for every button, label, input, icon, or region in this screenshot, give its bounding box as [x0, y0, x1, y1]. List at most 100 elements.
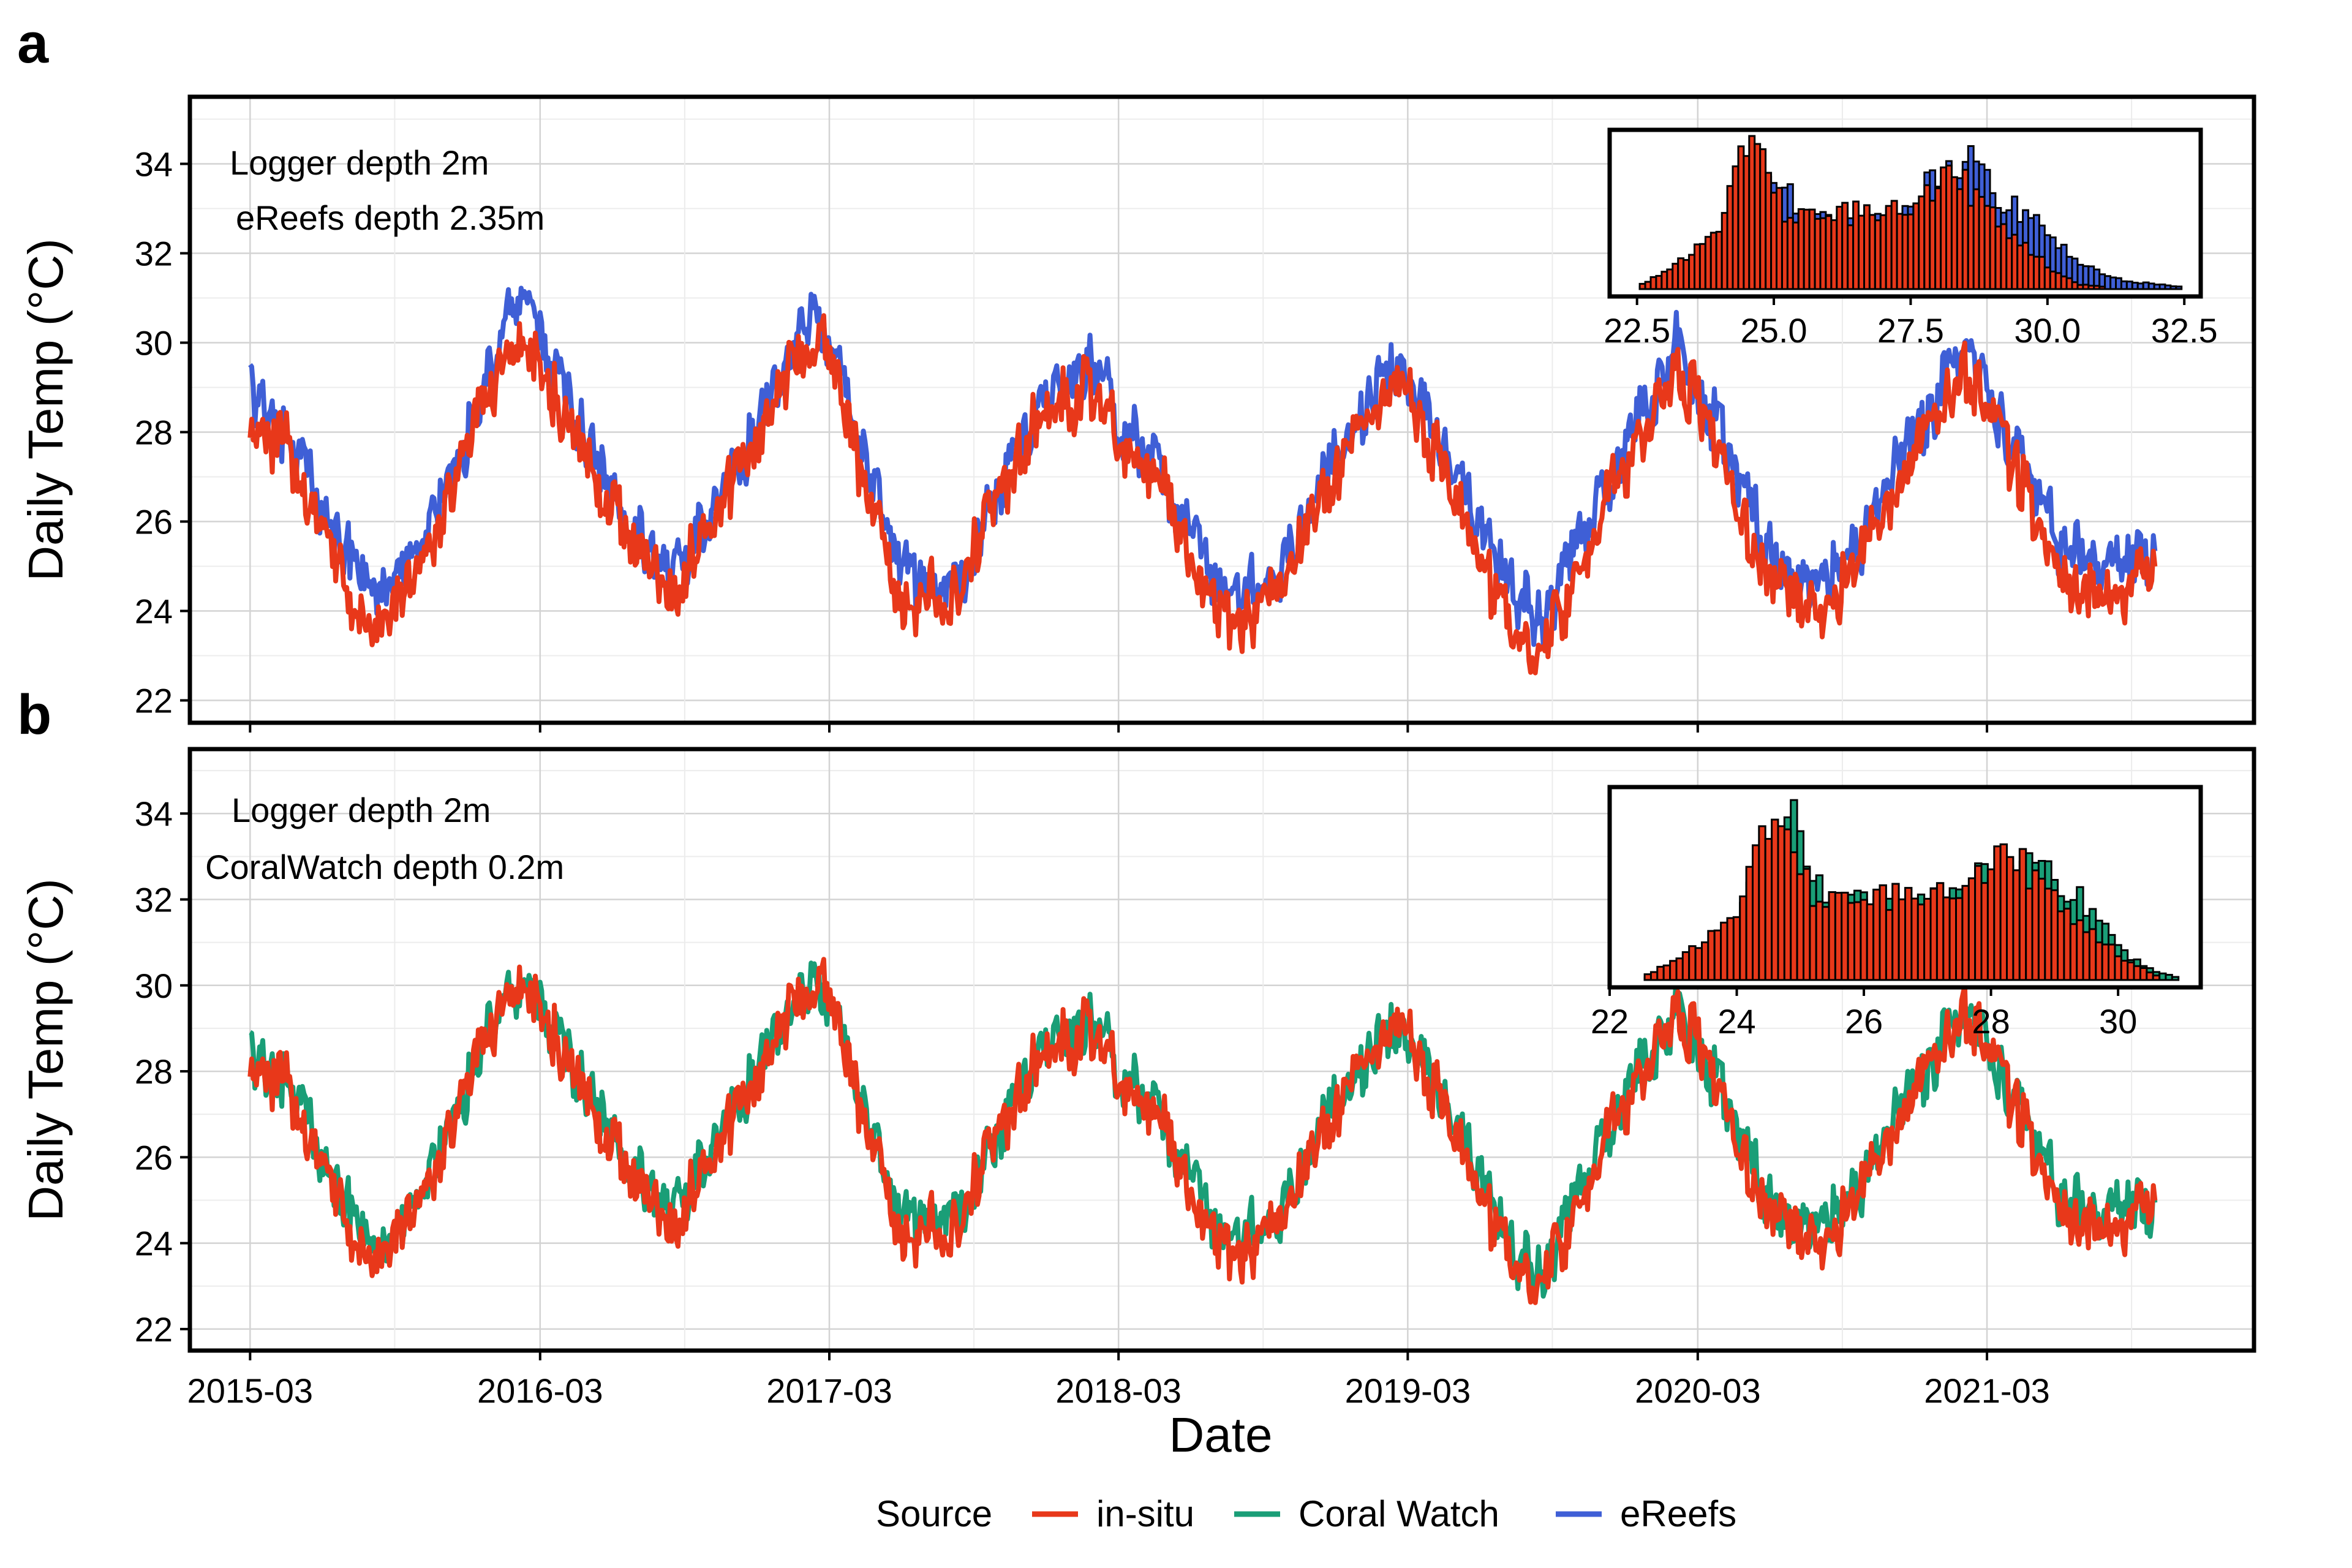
- histogram-bar: [2031, 869, 2040, 981]
- histogram-bar: [1841, 891, 1849, 981]
- y-tick-label: 26: [135, 503, 173, 541]
- histogram-bar: [2088, 928, 2097, 981]
- panel-b-frame: [187, 747, 2256, 1353]
- series-line-ereefs: [248, 285, 2158, 647]
- y-tick-label: 24: [135, 1224, 173, 1263]
- legend-label-in-situ: in-situ: [1096, 1493, 1194, 1534]
- histogram-bar: [1662, 964, 1672, 981]
- histogram-bar: [2152, 974, 2161, 981]
- histogram-bar: [1681, 951, 1691, 981]
- x-axis-title: Date: [1169, 1408, 1273, 1462]
- y-tick-label: 26: [135, 1138, 173, 1177]
- panel-b-axes: 22 24 26 28 30 32 34 2015-03 2016-03 2017-03 2018-…: [135, 794, 2050, 1410]
- histogram-bar: [2120, 960, 2129, 981]
- inset-x-tick-label: 27.5: [1877, 311, 1944, 350]
- histogram-bar: [1999, 843, 2008, 981]
- histogram-bar: [1739, 895, 1747, 981]
- histogram-bar: [1853, 901, 1862, 981]
- y-tick-label: 28: [135, 413, 173, 452]
- x-tick-label: 2021-03: [1924, 1371, 2050, 1410]
- histogram-bar: [2146, 971, 2154, 981]
- y-tick-label: 28: [135, 1052, 173, 1091]
- histogram-bar: [1948, 897, 1958, 981]
- histogram-bar: [1790, 851, 1798, 981]
- histogram-bar: [1783, 828, 1792, 981]
- histogram-bar: [2057, 910, 2065, 981]
- panel-b-letter: b: [17, 684, 51, 746]
- panel-a-frame: [187, 94, 2256, 725]
- legend-title: Source: [876, 1493, 992, 1534]
- histogram-bar: [2165, 974, 2173, 981]
- inset-x-tick-label: 25.0: [1741, 311, 1807, 350]
- histogram-bar: [1891, 883, 1900, 981]
- histogram-bar: [1986, 868, 1996, 981]
- histogram-bar: [1961, 884, 1970, 981]
- panel-a-annotation-logger: Logger depth 2m: [230, 143, 489, 182]
- histogram-bar: [1713, 929, 1722, 981]
- histogram-bar: [1955, 897, 1964, 981]
- histogram-bar: [1656, 965, 1665, 981]
- x-tick-label: 2019-03: [1345, 1371, 1471, 1410]
- histogram-bar: [1707, 930, 1716, 981]
- y-tick-label: 34: [135, 145, 173, 184]
- panel-a-annotation-model: eReefs depth 2.35m: [236, 198, 545, 237]
- histogram-bar: [2171, 976, 2180, 981]
- histogram-bar: [1879, 884, 1887, 981]
- histogram-bar: [1910, 897, 1919, 981]
- y-tick-label: 30: [135, 324, 173, 363]
- inset-x-tick-label: 26: [1845, 1002, 1883, 1041]
- panel-b-series: [247, 957, 2158, 1305]
- histogram-bar: [1815, 900, 1824, 981]
- inset-frame: [1607, 785, 2203, 990]
- panel-b: b 22 24 26 28 30 32 34 2015-03 2016-03 2017-03 201…: [17, 684, 2256, 1410]
- y-tick-label: 24: [135, 592, 173, 631]
- y-tick-label: 32: [135, 235, 173, 273]
- inset-series-in-situ: [1638, 135, 2106, 290]
- histogram-bar: [1974, 865, 1983, 981]
- inset-x-tick-label: 32.5: [2151, 311, 2218, 350]
- panel-a-grid: [190, 97, 2254, 723]
- x-tick-label: 2017-03: [766, 1371, 892, 1410]
- histogram-bar: [2063, 908, 2071, 981]
- histogram-bar: [1923, 897, 1932, 981]
- y-tick-label: 22: [135, 682, 173, 720]
- panel-a-letter: a: [17, 12, 49, 75]
- histogram-bar: [1758, 825, 1766, 981]
- histogram-bar: [1866, 903, 1875, 981]
- panel-b-annotation-coralwatch: CoralWatch depth 0.2m: [205, 848, 564, 886]
- histogram-bar: [2175, 285, 2183, 290]
- histogram-bar: [2012, 869, 2021, 981]
- inset-series-in-situ: [1643, 818, 2161, 981]
- histogram-bar: [2044, 888, 2052, 981]
- histogram-bar: [1720, 921, 1728, 981]
- y-tick-label: 34: [135, 794, 173, 833]
- histogram-bar: [1688, 945, 1697, 981]
- histogram-bar: [1764, 838, 1773, 981]
- histogram-bar: [2082, 931, 2090, 981]
- inset-frame: [1607, 127, 2203, 299]
- histogram-bar: [1929, 888, 1938, 981]
- panel-a: a 22 24 26 28 30 32 34 Daily Temp (°C) Logger …: [17, 12, 2256, 733]
- panel-b-annotation-logger: Logger depth 2m: [232, 791, 491, 829]
- x-tick-label: 2016-03: [477, 1371, 603, 1410]
- histogram-bar: [1771, 818, 1779, 981]
- histogram-bar: [2098, 285, 2106, 290]
- histogram-bar: [2037, 878, 2046, 981]
- y-tick-label: 32: [135, 881, 173, 919]
- x-tick-label: 2018-03: [1055, 1371, 1182, 1410]
- x-tick-label: 2020-03: [1635, 1371, 1761, 1410]
- panel-a-axes: 22 24 26 28 30 32 34: [135, 145, 1989, 733]
- histogram-bar: [1847, 902, 1856, 981]
- inset-x-tick-label: 22.5: [1604, 311, 1670, 350]
- histogram-bar: [1649, 971, 1659, 981]
- histogram-bar: [2114, 955, 2122, 981]
- panel-a-series: [247, 285, 2158, 676]
- x-tick-label: 2015-03: [187, 1371, 314, 1410]
- histogram-bar: [1904, 887, 1913, 981]
- histogram-bar: [2069, 923, 2078, 981]
- legend: Source in-situ Coral Watch eReefs: [876, 1493, 1736, 1534]
- histogram-bar: [1745, 865, 1754, 981]
- histogram-bar: [1936, 882, 1945, 981]
- histogram-bar: [1898, 898, 1907, 981]
